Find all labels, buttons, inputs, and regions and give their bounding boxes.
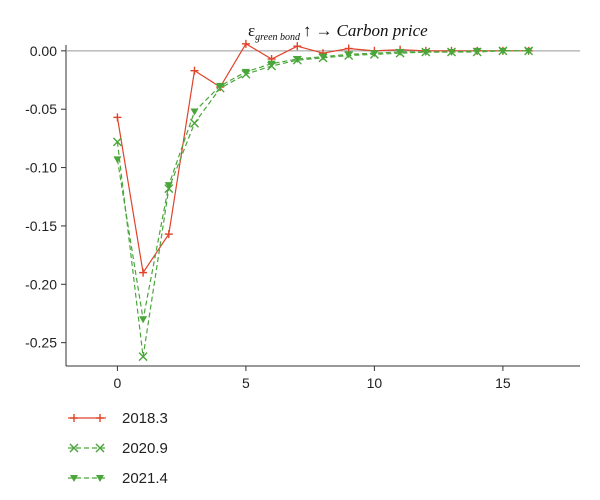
data-point — [473, 47, 482, 55]
x-tick-label: 0 — [114, 375, 122, 391]
y-tick-label: -0.05 — [25, 101, 57, 117]
data-point — [190, 118, 199, 128]
impulse-response-chart: εgreen bond ↑ → Carbon price 0 5 10 15 0.00 -0.0… — [25, 21, 580, 391]
data-point — [344, 44, 353, 53]
data-point — [421, 49, 430, 57]
data-point — [113, 113, 122, 122]
y-tick-label: -0.25 — [25, 335, 57, 351]
data-point — [164, 182, 173, 190]
title-arrow-up: ↑ — [303, 21, 312, 40]
legend-item: 2020.9 — [66, 433, 266, 463]
axes: 0 5 10 15 0.00 -0.05 -0.10 -0.15 -0.20 -0.25 — [25, 43, 580, 391]
data-point — [112, 137, 122, 147]
legend-label: 2018.3 — [122, 409, 168, 427]
series-2020.9 — [112, 46, 534, 362]
data-point — [447, 49, 456, 57]
data-point — [241, 68, 250, 76]
data-point — [370, 50, 379, 58]
x-tick-label: 5 — [242, 375, 250, 391]
x-tick-label: 10 — [367, 375, 383, 391]
data-point — [319, 53, 327, 61]
legend-marker — [70, 414, 78, 422]
legend: 2018.3 2020.9 2021.4 — [66, 403, 266, 493]
series-2021.4 — [113, 47, 533, 324]
legend-label: 2021.4 — [122, 469, 168, 487]
legend-marker — [70, 475, 78, 482]
legend-swatch — [68, 414, 106, 422]
x-tick-label: 15 — [495, 375, 511, 391]
series-line — [116, 50, 529, 357]
legend-marker — [96, 414, 104, 422]
data-point — [139, 316, 148, 324]
legend-item: 2021.4 — [66, 463, 266, 493]
data-point — [293, 56, 302, 64]
title-subscript: green bond — [255, 32, 301, 43]
data-point — [293, 42, 302, 51]
data-point — [344, 51, 353, 59]
data-point — [241, 39, 250, 48]
data-point — [113, 156, 122, 164]
data-point — [524, 47, 533, 55]
y-tick-label: 0.00 — [30, 43, 57, 59]
chart-title: εgreen bond ↑ → Carbon price — [248, 21, 428, 43]
title-symbol: ε — [248, 21, 255, 40]
y-tick-label: -0.10 — [25, 160, 57, 176]
legend-swatch — [68, 475, 106, 482]
y-tick-label: -0.20 — [25, 276, 57, 292]
series-2018.3 — [113, 39, 533, 277]
data-point — [139, 268, 148, 277]
series-line — [116, 43, 529, 275]
data-point — [190, 108, 199, 116]
title-target: Carbon price — [337, 21, 429, 40]
data-point — [164, 230, 173, 239]
legend-marker — [96, 475, 104, 482]
legend-marker — [69, 443, 79, 453]
data-point — [498, 47, 507, 55]
legend-marker — [95, 443, 105, 453]
data-point — [138, 352, 148, 362]
data-point — [267, 60, 276, 68]
data-point — [190, 66, 199, 75]
series-line — [116, 50, 529, 320]
legend-swatch — [68, 443, 106, 453]
title-arrow-right: → — [316, 21, 333, 40]
legend-item: 2018.3 — [66, 403, 266, 433]
y-tick-label: -0.15 — [25, 218, 57, 234]
series-layer — [112, 39, 534, 362]
data-point — [396, 49, 405, 57]
data-point — [216, 82, 225, 90]
legend-label: 2020.9 — [122, 439, 168, 457]
